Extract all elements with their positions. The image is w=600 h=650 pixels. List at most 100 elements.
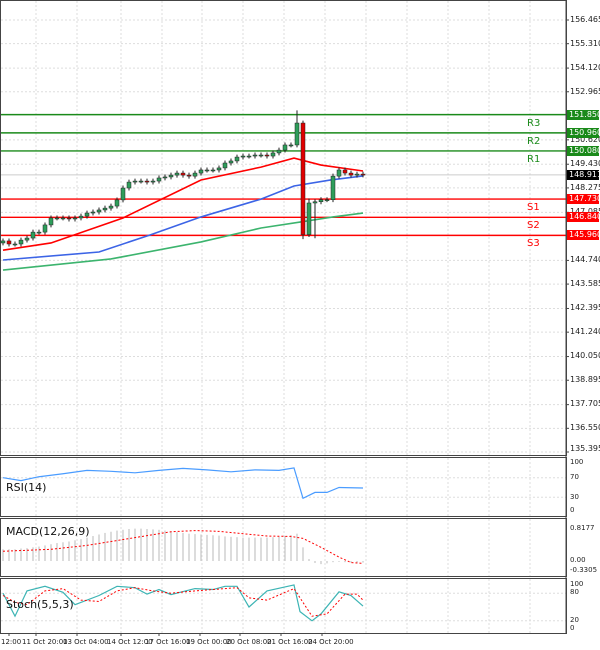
bullish-candle (270, 152, 276, 157)
price-tick-label: 138.895 (570, 375, 600, 384)
bullish-candle (42, 224, 48, 233)
level-price-label-s3: 145.960 (567, 230, 600, 240)
bullish-candle (138, 180, 144, 183)
level-name-r2: R2 (527, 136, 541, 147)
time-tick-label: 20 Oct 08:00 (226, 638, 272, 646)
bearish-candle (180, 172, 186, 176)
time-tick-label: 14 Oct 12:00 (107, 638, 153, 646)
rsi-tick-label: 100 (570, 458, 584, 466)
bearish-candle (348, 172, 354, 176)
level-name-s1: S1 (527, 202, 540, 213)
level-name-r1: R1 (527, 154, 541, 165)
moving-average-line (2, 157, 364, 251)
bearish-candle (66, 217, 72, 220)
bullish-candle (84, 212, 90, 217)
bullish-candle (18, 239, 24, 245)
bullish-candle (282, 144, 288, 151)
bullish-candle (0, 240, 6, 244)
price-tick-label: 149.430 (570, 159, 600, 168)
price-tick-label: 148.275 (570, 183, 600, 192)
bullish-candle (126, 181, 132, 189)
bullish-candle (78, 215, 84, 219)
time-tick-label: 24 Oct 20:00 (308, 638, 354, 646)
price-tick-label: 155.310 (570, 39, 600, 48)
bearish-candle (186, 174, 192, 177)
time-tick-label: 13 Oct 04:00 (63, 638, 109, 646)
bearish-candle (342, 169, 348, 174)
macd-tick-label: -0.3305 (570, 566, 598, 574)
bearish-candle (264, 154, 270, 157)
level-name-s3: S3 (527, 238, 540, 249)
rsi-line (2, 467, 364, 500)
time-tick-label: 11 Oct 20:00 (22, 638, 68, 646)
time-tick-label: 21 Oct 16:00 (267, 638, 313, 646)
bullish-candle (216, 167, 222, 171)
time-tick-label: 12:00 (1, 638, 22, 646)
price-tick-label: 152.965 (570, 87, 600, 96)
bullish-candle (192, 172, 198, 177)
bullish-candle (36, 231, 42, 234)
price-tick-label: 147.085 (570, 207, 600, 217)
bullish-candle (114, 199, 120, 207)
bullish-candle (354, 173, 360, 176)
bullish-candle (198, 169, 204, 174)
bullish-candle (150, 180, 156, 183)
bullish-candle (90, 211, 96, 214)
bullish-candle (24, 237, 30, 241)
moving-average-line (2, 212, 364, 271)
rsi-tick-label: 30 (570, 493, 579, 501)
macd-signal-line (2, 530, 364, 564)
price-tick-label: 143.585 (570, 279, 600, 288)
level-price-label-s2: 146.840 (567, 212, 600, 222)
bullish-candle (318, 199, 324, 203)
time-tick-label: 17 Oct 16:00 (145, 638, 191, 646)
macd-tick-label: 0.8177 (570, 524, 595, 532)
rsi-tick-label: 70 (570, 473, 579, 481)
stoch-label: Stoch(5,5,3) (6, 598, 74, 611)
bullish-candle (30, 231, 36, 239)
bullish-candle (174, 172, 180, 176)
stoch-main-line (2, 584, 364, 622)
time-tick-label: 19 Oct 00:00 (186, 638, 232, 646)
macd-label: MACD(12,26,9) (6, 525, 90, 538)
bullish-candle (54, 217, 60, 220)
macd-tick-label: 0.00 (570, 556, 586, 564)
level-price-label-r3: 151.850 (567, 110, 600, 120)
bullish-candle (288, 144, 294, 147)
bullish-candle (60, 217, 66, 220)
bullish-candle (96, 209, 102, 213)
bearish-candle (300, 122, 306, 235)
level-price-label-r1: 150.080 (567, 146, 600, 156)
moving-average-line (2, 175, 364, 261)
chart-pane (0, 0, 567, 456)
current-price-label: 148.911 (567, 170, 600, 180)
level-name-s2: S2 (527, 220, 540, 231)
bullish-candle (336, 169, 342, 177)
price-tick-label: 142.395 (570, 303, 600, 312)
bullish-candle (108, 205, 114, 209)
stoch-tick-label: 100 (570, 580, 584, 588)
bullish-candle (240, 155, 246, 158)
bullish-candle (246, 155, 252, 158)
bullish-candle (210, 169, 216, 172)
bullish-candle (306, 202, 312, 235)
bullish-candle (168, 174, 174, 178)
bullish-candle (294, 122, 300, 146)
bullish-candle (228, 160, 234, 164)
bullish-candle (72, 217, 78, 220)
bullish-candle (234, 156, 240, 162)
bullish-candle (222, 162, 228, 169)
bullish-candle (120, 187, 126, 201)
level-name-r3: R3 (527, 118, 541, 129)
stoch-tick-label: 0 (570, 624, 575, 632)
bullish-candle (276, 149, 282, 154)
price-tick-label: 137.705 (570, 399, 600, 408)
price-tick-label: 150.620 (570, 135, 600, 144)
price-tick-label: 141.240 (570, 327, 600, 336)
bearish-candle (360, 173, 366, 176)
bullish-candle (132, 180, 138, 183)
bullish-candle (102, 207, 108, 211)
bearish-candle (6, 240, 12, 245)
price-tick-label: 156.465 (570, 15, 600, 24)
